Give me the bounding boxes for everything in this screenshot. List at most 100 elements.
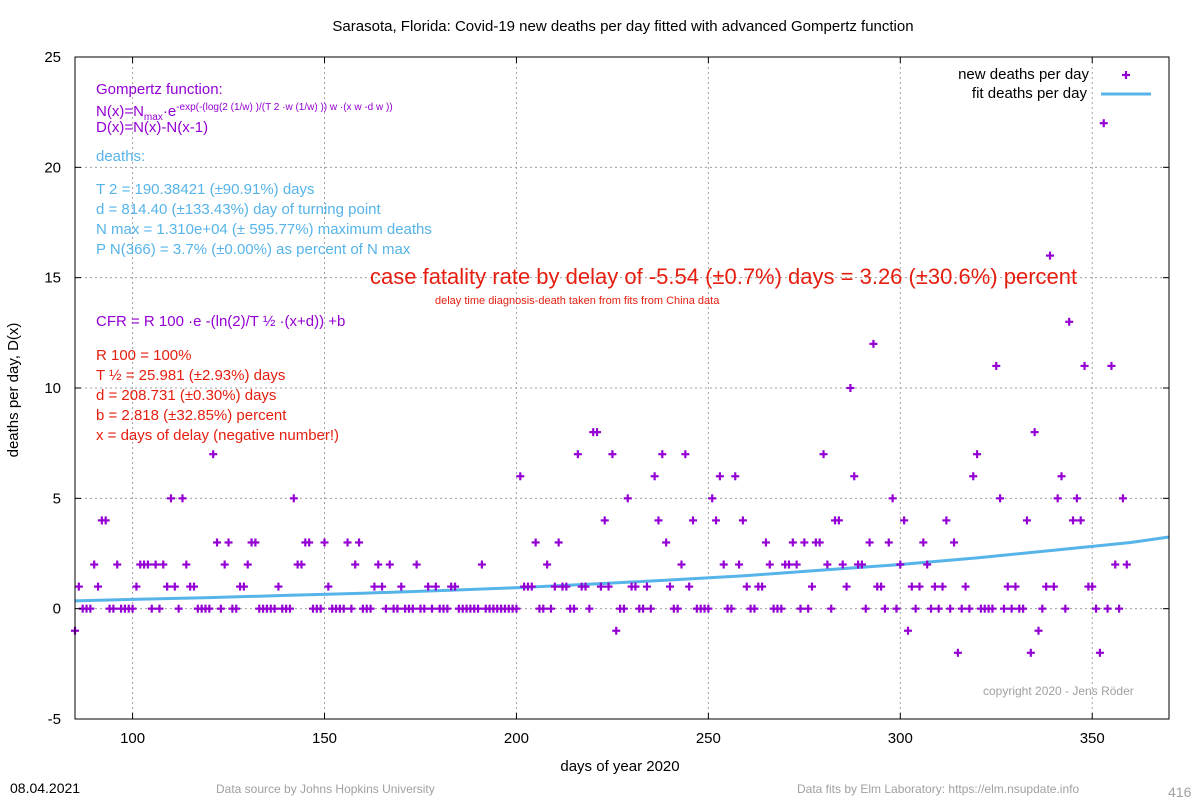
data-point — [427, 604, 436, 613]
data-point — [1022, 516, 1031, 525]
x-tick-label: 150 — [312, 730, 337, 747]
data-point — [665, 582, 674, 591]
data-point — [880, 604, 889, 613]
data-point — [585, 604, 594, 613]
data-point — [270, 604, 279, 613]
data-point — [796, 604, 805, 613]
data-point — [1042, 582, 1051, 591]
x-tick-label: 300 — [888, 730, 913, 747]
cfr-note: delay time diagnosis-death taken from fi… — [435, 295, 720, 307]
cfr-headline: case fatality rate by delay of -5.54 (±0… — [370, 264, 1078, 289]
data-point — [1107, 361, 1116, 370]
data-point — [999, 604, 1008, 613]
data-point — [366, 604, 375, 613]
data-point — [1088, 582, 1097, 591]
x-tick-label: 350 — [1080, 730, 1105, 747]
data-point — [397, 582, 406, 591]
footer-fits: Data fits by Elm Laboratory: https://elm… — [797, 782, 1080, 796]
data-point — [1072, 494, 1081, 503]
data-point — [178, 494, 187, 503]
data-point — [950, 538, 959, 547]
data-point — [1092, 604, 1101, 613]
data-point — [174, 604, 183, 613]
data-point — [151, 560, 160, 569]
fit-series — [74, 535, 1170, 603]
data-point — [957, 604, 966, 613]
data-point — [742, 582, 751, 591]
data-point — [992, 361, 1001, 370]
data-point — [961, 582, 970, 591]
data-point — [800, 538, 809, 547]
data-point — [738, 516, 747, 525]
data-point — [850, 472, 859, 481]
data-point — [857, 560, 866, 569]
x-tick-label: 200 — [504, 730, 529, 747]
data-point — [765, 560, 774, 569]
data-point — [600, 516, 609, 525]
data-point — [1034, 626, 1043, 635]
data-point — [232, 604, 241, 613]
data-point — [1057, 472, 1066, 481]
param-nmax: N max = 1.310e+04 (± 595.77%) maximum de… — [96, 221, 432, 238]
cfr-formula: CFR = R 100 ·e -(ln(2)/T ½ ·(x+d)) +b — [96, 313, 346, 330]
data-point — [86, 604, 95, 613]
data-point — [996, 494, 1005, 503]
footer-date: 08.04.2021 — [10, 780, 81, 796]
data-point — [189, 582, 198, 591]
data-point — [182, 560, 191, 569]
data-point — [343, 538, 352, 547]
data-point — [166, 494, 175, 503]
data-point — [355, 538, 364, 547]
data-point — [681, 450, 690, 459]
data-point — [892, 604, 901, 613]
data-point — [109, 604, 118, 613]
param-t2: T 2 = 190.38421 (±90.91%) days — [96, 181, 315, 198]
data-points-series — [71, 119, 1131, 657]
data-point — [550, 582, 559, 591]
data-point — [662, 538, 671, 547]
data-point — [351, 560, 360, 569]
data-point — [808, 582, 817, 591]
data-point — [289, 494, 298, 503]
data-point — [209, 450, 218, 459]
copyright: copyright 2020 - Jens Röder — [983, 684, 1134, 698]
gompertz-formula: N(x)=Nmax·e-exp(-(log(2 (1/w) )/(T 2 ·w … — [96, 102, 393, 123]
deaths-header: deaths: — [96, 148, 146, 165]
data-point — [1111, 560, 1120, 569]
data-point — [719, 560, 728, 569]
data-point — [393, 604, 402, 613]
data-point — [731, 472, 740, 481]
param-d: d = 814.40 (±133.43%) day of turning poi… — [96, 201, 381, 218]
data-point — [147, 604, 156, 613]
data-point — [915, 582, 924, 591]
chart-title: Sarasota, Florida: Covid-19 new deaths p… — [332, 18, 913, 35]
data-point — [673, 604, 682, 613]
data-point — [512, 604, 521, 613]
data-point — [94, 582, 103, 591]
data-point — [623, 494, 632, 503]
data-point — [896, 560, 905, 569]
data-point — [612, 626, 621, 635]
data-point — [539, 604, 548, 613]
data-point — [155, 604, 164, 613]
footer-page-number: 416 — [1168, 784, 1192, 800]
data-point — [239, 582, 248, 591]
data-point — [869, 339, 878, 348]
data-point — [381, 604, 390, 613]
data-point — [654, 516, 663, 525]
data-point — [305, 538, 314, 547]
data-point — [708, 494, 717, 503]
data-point — [919, 538, 928, 547]
data-point — [934, 604, 943, 613]
data-point — [911, 604, 920, 613]
data-point — [1011, 582, 1020, 591]
data-point — [474, 604, 483, 613]
data-point — [642, 582, 651, 591]
data-point — [969, 472, 978, 481]
data-point — [546, 604, 555, 613]
data-point — [596, 582, 605, 591]
data-point — [101, 516, 110, 525]
data-point — [159, 560, 168, 569]
data-point — [685, 582, 694, 591]
gompertz-derivative: D(x)=N(x)-N(x-1) — [96, 119, 209, 136]
